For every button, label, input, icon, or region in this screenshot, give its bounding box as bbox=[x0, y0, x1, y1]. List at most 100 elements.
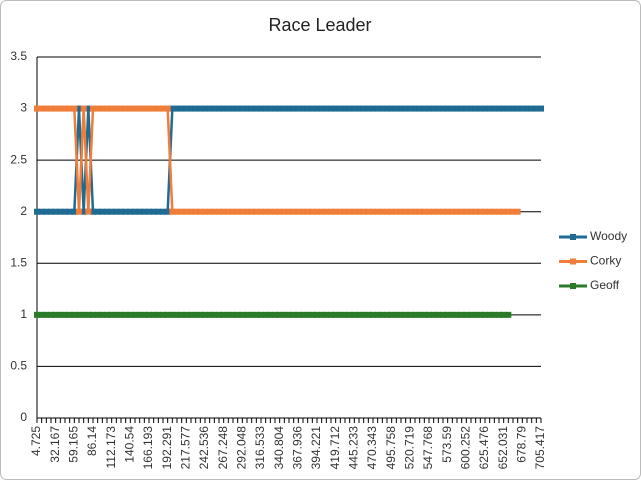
marker bbox=[66, 105, 73, 112]
marker bbox=[230, 208, 236, 215]
marker bbox=[183, 311, 190, 318]
x-tick-label: 217.577 bbox=[179, 426, 193, 470]
marker bbox=[491, 105, 498, 112]
marker bbox=[90, 311, 96, 318]
marker bbox=[342, 105, 348, 112]
marker bbox=[122, 105, 129, 112]
marker bbox=[514, 105, 521, 112]
marker bbox=[127, 208, 134, 215]
marker bbox=[76, 208, 82, 215]
x-tick-label: 678.79 bbox=[515, 426, 529, 463]
marker bbox=[234, 105, 241, 112]
marker bbox=[486, 311, 493, 318]
marker bbox=[300, 208, 306, 215]
marker bbox=[90, 208, 96, 215]
marker bbox=[384, 105, 390, 112]
marker bbox=[43, 208, 50, 215]
marker bbox=[379, 105, 386, 112]
marker bbox=[192, 105, 199, 112]
marker bbox=[52, 105, 59, 112]
marker bbox=[304, 311, 311, 318]
marker bbox=[328, 105, 334, 112]
marker bbox=[365, 311, 372, 318]
y-tick-label: 2.5 bbox=[10, 152, 27, 166]
marker bbox=[454, 311, 460, 318]
marker bbox=[94, 311, 101, 318]
marker bbox=[444, 311, 451, 318]
marker bbox=[393, 311, 400, 318]
marker bbox=[230, 105, 236, 112]
marker bbox=[360, 105, 367, 112]
marker bbox=[160, 208, 166, 215]
marker bbox=[435, 311, 442, 318]
marker bbox=[454, 105, 460, 112]
marker bbox=[253, 311, 260, 318]
marker bbox=[244, 311, 250, 318]
marker bbox=[449, 208, 456, 215]
marker bbox=[48, 208, 54, 215]
marker bbox=[76, 311, 82, 318]
marker bbox=[491, 311, 498, 318]
marker bbox=[48, 105, 54, 112]
marker bbox=[183, 105, 190, 112]
marker bbox=[351, 208, 358, 215]
marker bbox=[225, 311, 232, 318]
marker bbox=[258, 208, 264, 215]
y-tick-label: 2 bbox=[20, 204, 27, 218]
marker bbox=[500, 208, 507, 215]
x-tick-label: 520.719 bbox=[403, 426, 417, 470]
marker bbox=[491, 208, 498, 215]
marker bbox=[496, 311, 502, 318]
marker bbox=[248, 208, 255, 215]
x-tick-label: 292.048 bbox=[235, 426, 249, 470]
marker bbox=[174, 311, 180, 318]
marker bbox=[430, 105, 437, 112]
marker bbox=[477, 208, 484, 215]
marker bbox=[267, 311, 274, 318]
marker bbox=[440, 208, 446, 215]
marker bbox=[253, 105, 260, 112]
marker bbox=[220, 105, 227, 112]
marker bbox=[244, 208, 250, 215]
marker bbox=[52, 311, 59, 318]
marker bbox=[416, 311, 423, 318]
marker bbox=[360, 311, 367, 318]
marker bbox=[239, 208, 246, 215]
marker bbox=[160, 105, 166, 112]
marker bbox=[206, 311, 213, 318]
marker bbox=[365, 208, 372, 215]
marker bbox=[197, 311, 204, 318]
marker bbox=[230, 311, 236, 318]
marker bbox=[370, 105, 376, 112]
marker bbox=[66, 311, 73, 318]
marker bbox=[444, 105, 451, 112]
marker bbox=[463, 311, 470, 318]
marker bbox=[472, 105, 479, 112]
marker bbox=[192, 311, 199, 318]
marker bbox=[482, 311, 488, 318]
marker bbox=[323, 208, 330, 215]
marker bbox=[225, 208, 232, 215]
marker bbox=[34, 105, 40, 112]
marker bbox=[206, 208, 213, 215]
marker bbox=[444, 208, 451, 215]
marker bbox=[220, 311, 227, 318]
x-tick-label: 32.167 bbox=[48, 426, 62, 463]
y-tick-label: 3.5 bbox=[10, 49, 27, 63]
marker bbox=[150, 105, 157, 112]
marker bbox=[160, 311, 166, 318]
x-tick-label: 267.248 bbox=[216, 426, 230, 470]
marker bbox=[458, 208, 465, 215]
marker bbox=[34, 311, 40, 318]
marker bbox=[108, 105, 115, 112]
marker bbox=[174, 208, 180, 215]
marker bbox=[300, 105, 306, 112]
x-tick-label: 652.031 bbox=[496, 426, 510, 470]
marker bbox=[132, 208, 138, 215]
marker bbox=[94, 105, 101, 112]
marker bbox=[286, 208, 292, 215]
marker bbox=[524, 105, 530, 112]
marker bbox=[141, 208, 148, 215]
marker bbox=[468, 311, 474, 318]
